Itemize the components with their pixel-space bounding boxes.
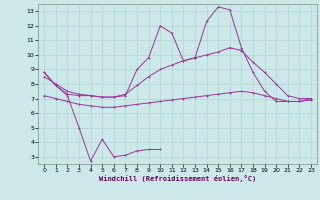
X-axis label: Windchill (Refroidissement éolien,°C): Windchill (Refroidissement éolien,°C)	[99, 175, 256, 182]
